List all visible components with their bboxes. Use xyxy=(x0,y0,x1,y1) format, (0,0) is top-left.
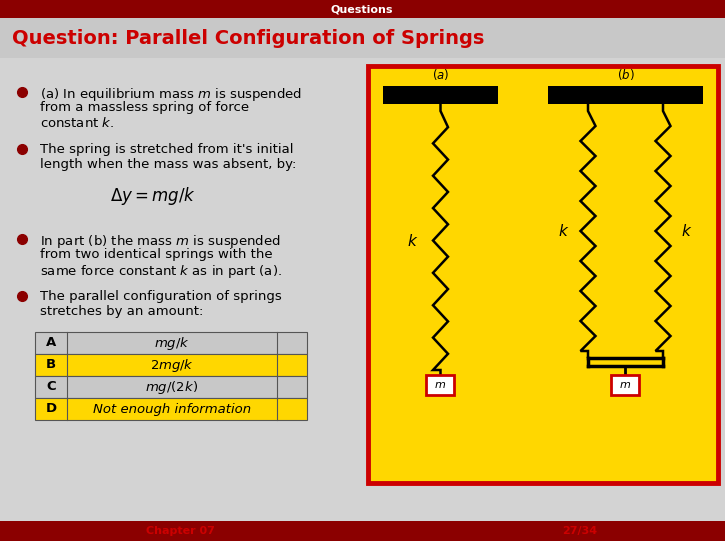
Text: $mg/k$: $mg/k$ xyxy=(154,334,190,352)
Text: from a massless spring of force: from a massless spring of force xyxy=(40,101,249,114)
Bar xyxy=(383,86,498,104)
Text: C: C xyxy=(46,380,56,393)
Text: $mg/(2k)$: $mg/(2k)$ xyxy=(146,379,199,395)
Text: $\Delta y = mg/k$: $\Delta y = mg/k$ xyxy=(110,185,196,207)
Text: $k$: $k$ xyxy=(682,223,692,239)
Text: The spring is stretched from it's initial: The spring is stretched from it's initia… xyxy=(40,143,294,156)
Text: (a) In equilibrium mass $m$ is suspended: (a) In equilibrium mass $m$ is suspended xyxy=(40,86,302,103)
Text: Questions: Questions xyxy=(331,4,393,14)
Text: 27/34: 27/34 xyxy=(563,526,597,536)
Bar xyxy=(0,521,725,541)
Bar xyxy=(35,332,307,354)
Text: B: B xyxy=(46,359,56,372)
Text: $2mg/k$: $2mg/k$ xyxy=(150,357,194,373)
Text: Chapter 07: Chapter 07 xyxy=(146,526,215,536)
Text: $m$: $m$ xyxy=(619,380,631,390)
Text: constant $k$.: constant $k$. xyxy=(40,116,115,130)
Bar xyxy=(368,66,718,483)
Text: from two identical springs with the: from two identical springs with the xyxy=(40,248,273,261)
Text: length when the mass was absent, by:: length when the mass was absent, by: xyxy=(40,158,297,171)
Bar xyxy=(611,375,639,395)
Text: D: D xyxy=(46,403,57,415)
Text: Not enough information: Not enough information xyxy=(93,403,251,415)
Bar xyxy=(426,375,455,395)
Text: $k$: $k$ xyxy=(407,233,418,248)
Text: $m$: $m$ xyxy=(434,380,447,390)
Text: stretches by an amount:: stretches by an amount: xyxy=(40,305,204,318)
Bar xyxy=(35,376,307,398)
Bar xyxy=(35,398,307,420)
Bar xyxy=(0,18,725,58)
Text: $(b)$: $(b)$ xyxy=(617,67,634,82)
Text: A: A xyxy=(46,337,56,349)
Text: same force constant $k$ as in part (a).: same force constant $k$ as in part (a). xyxy=(40,263,282,280)
Text: The parallel configuration of springs: The parallel configuration of springs xyxy=(40,290,282,303)
Text: In part (b) the mass $m$ is suspended: In part (b) the mass $m$ is suspended xyxy=(40,233,281,250)
Text: Question: Parallel Configuration of Springs: Question: Parallel Configuration of Spri… xyxy=(12,29,484,48)
Text: $(a)$: $(a)$ xyxy=(432,67,450,82)
Bar xyxy=(35,354,307,376)
Bar xyxy=(0,0,725,18)
Text: $k$: $k$ xyxy=(558,223,570,239)
Bar xyxy=(548,86,703,104)
